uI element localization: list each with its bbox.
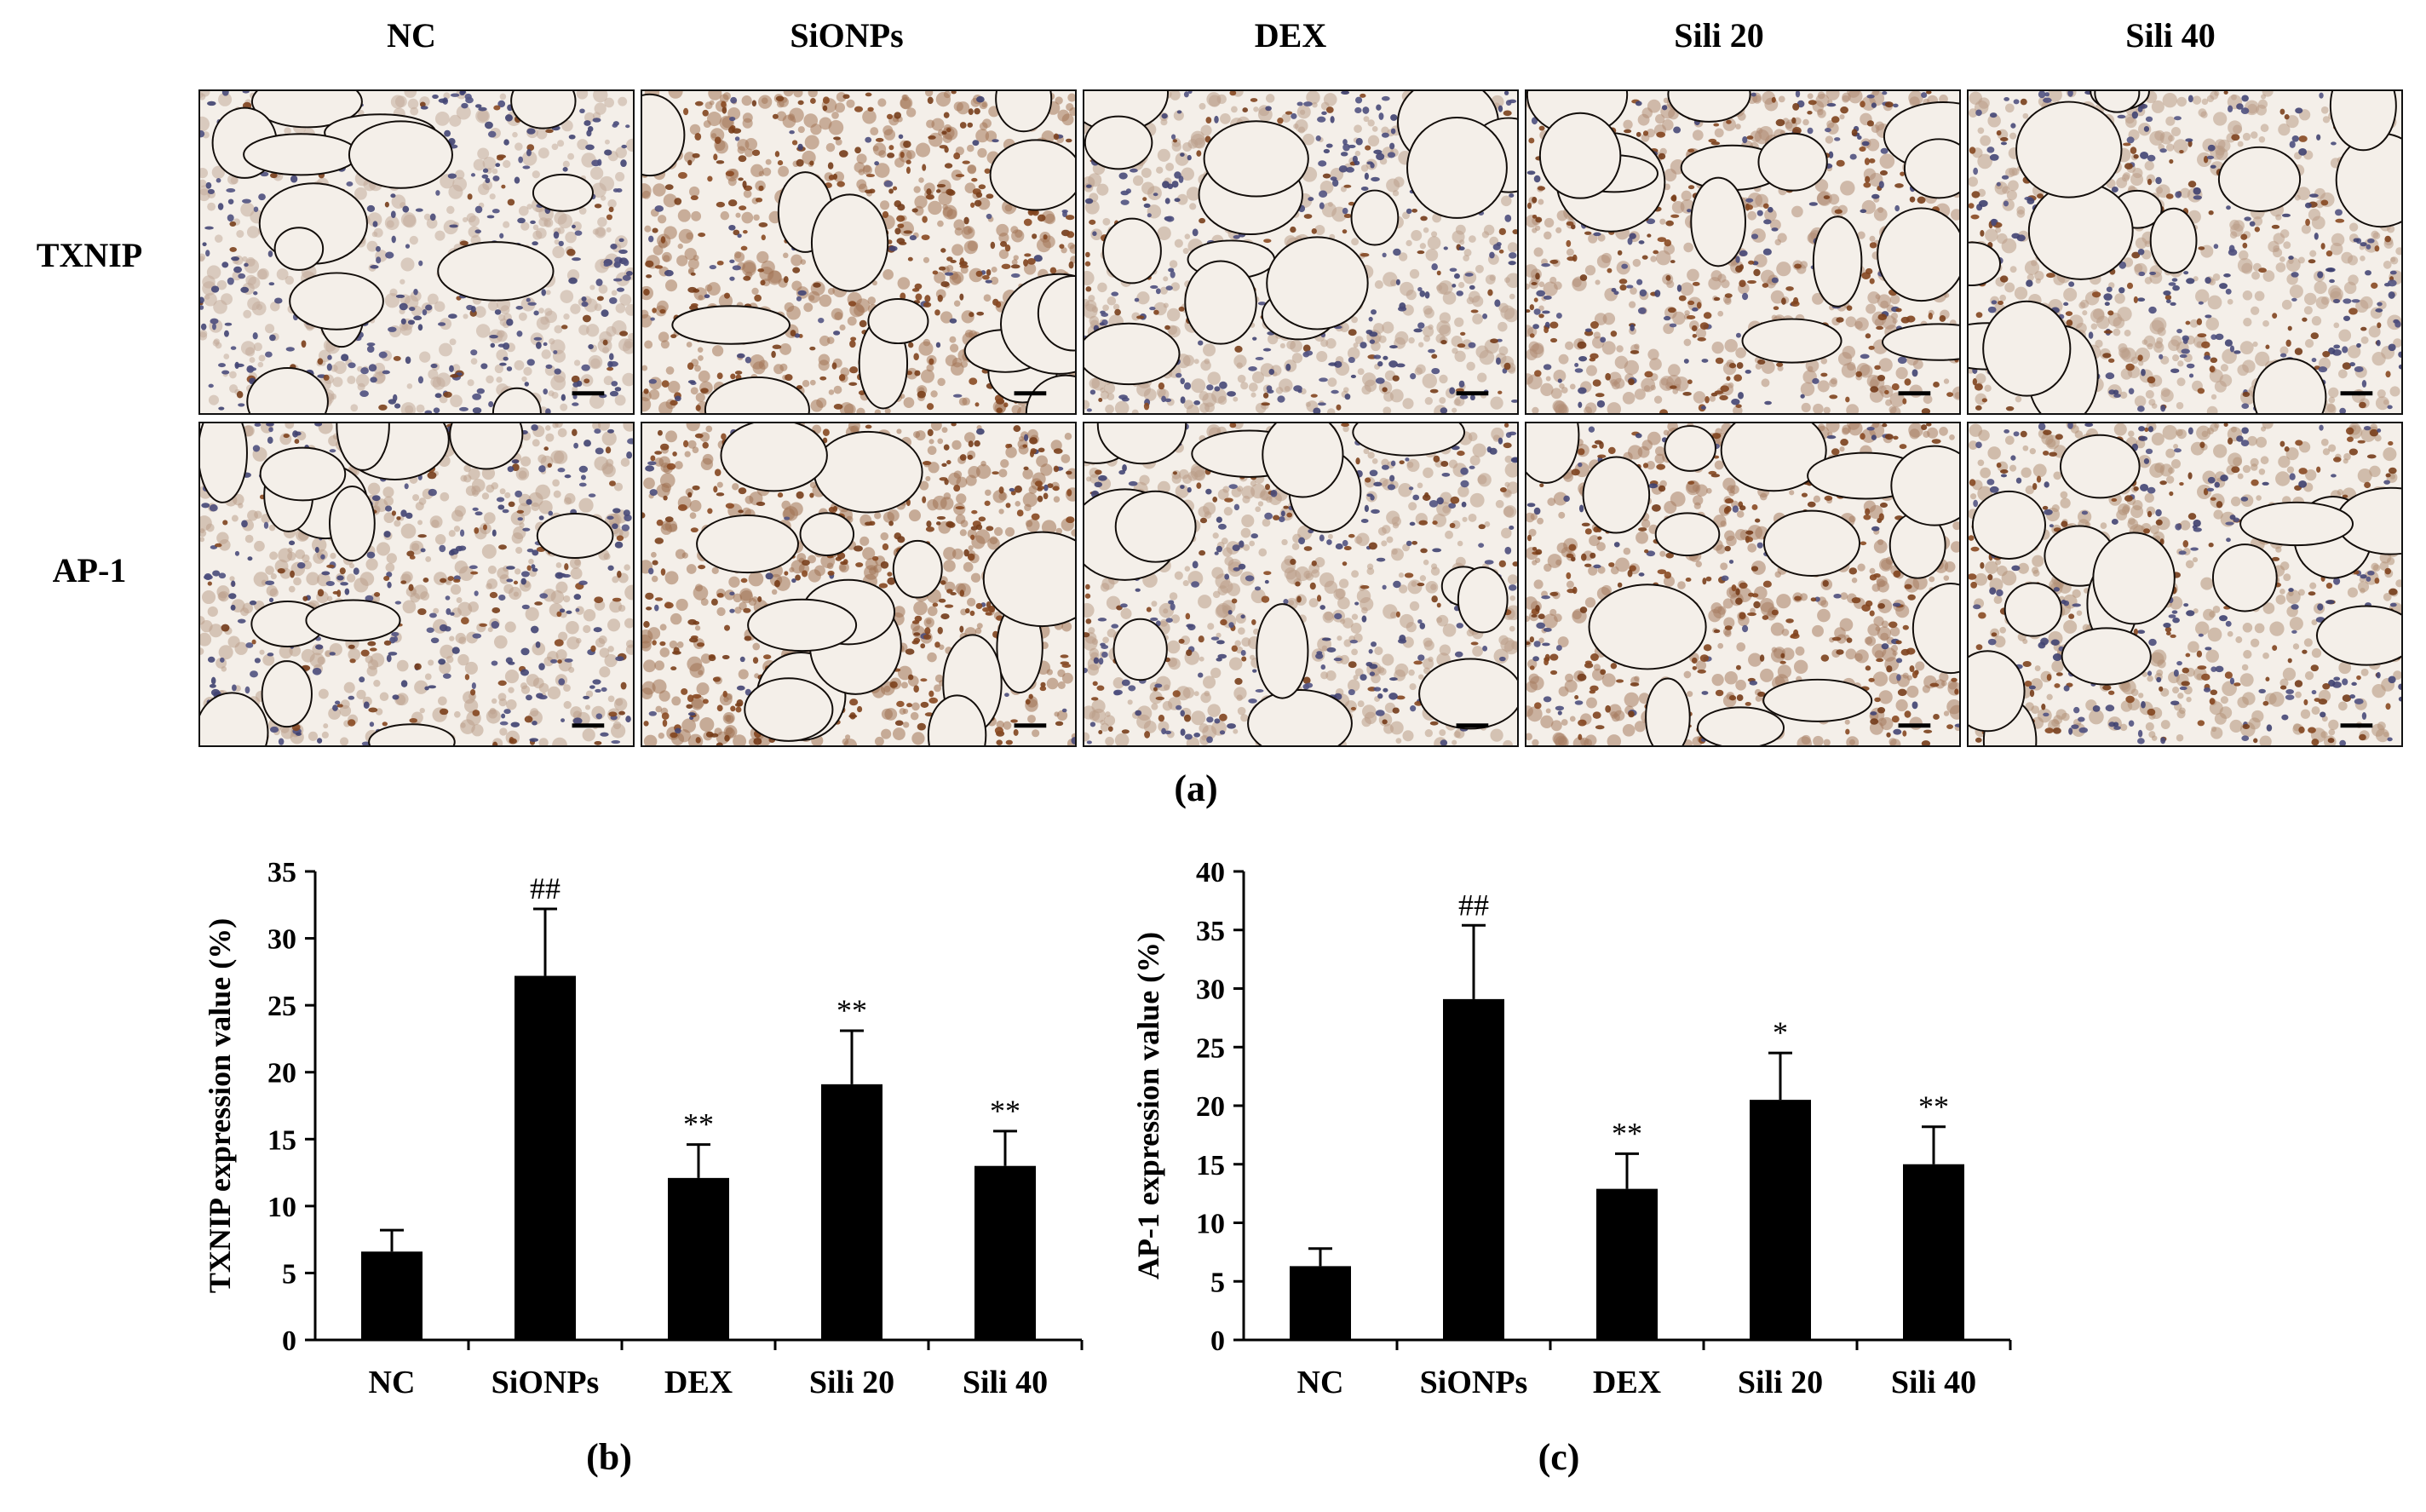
ap1-bar-chart: 0 5 10 15 20 25 30 35 40 NC ## SiONPs ** DEX * Sili 20 *… — [1131, 857, 2012, 1400]
significance-marker: ** — [836, 993, 867, 1027]
y-tick-label: 30 — [267, 924, 296, 956]
y-tick-label: 30 — [1196, 974, 1225, 1006]
micrograph-txnip-nc — [198, 89, 635, 415]
scale-bar — [572, 391, 605, 396]
row-header-ap1: AP-1 — [52, 551, 127, 589]
significance-marker: ## — [530, 871, 561, 905]
x-tick-label: DEX — [664, 1365, 733, 1400]
tissue-image — [642, 91, 1075, 413]
row-header-txnip: TXNIP — [36, 236, 143, 274]
tissue-image — [200, 423, 633, 745]
micrograph-txnip-sionps — [641, 89, 1077, 415]
x-tick-label: NC — [369, 1365, 416, 1400]
column-header-sili20: Sili 20 — [1674, 16, 1764, 55]
significance-marker: ** — [1612, 1116, 1642, 1150]
x-tick-label: Sili 40 — [1891, 1365, 1976, 1400]
micrograph-txnip-sili40 — [1967, 89, 2403, 415]
y-tick-label: 5 — [1210, 1267, 1225, 1298]
micrograph-txnip-dex — [1083, 89, 1519, 415]
x-tick-label: SiONPs — [492, 1365, 600, 1400]
scale-bar — [1014, 391, 1047, 396]
significance-marker: ** — [1918, 1089, 1949, 1124]
y-tick-label: 35 — [267, 857, 296, 888]
micrograph-ap1-nc — [198, 422, 635, 747]
micrograph-ap1-sili40 — [1967, 422, 2403, 747]
y-tick-label: 10 — [1196, 1209, 1225, 1240]
bar-dex — [1596, 1188, 1658, 1340]
bar-sionps — [515, 975, 576, 1340]
bar-dex — [668, 1177, 729, 1340]
micrograph-ap1-dex — [1083, 422, 1519, 747]
bar-sili20 — [1750, 1100, 1811, 1340]
column-header-nc: NC — [387, 16, 436, 55]
y-tick-label: 25 — [267, 991, 296, 1022]
scale-bar — [1898, 723, 1931, 728]
figure-label-a: (a) — [1174, 767, 1218, 809]
micrograph-txnip-sili20 — [1525, 89, 1961, 415]
bar-nc — [1290, 1266, 1351, 1340]
y-tick-label: 20 — [267, 1058, 296, 1089]
y-tick-label: 0 — [282, 1325, 296, 1357]
tissue-image — [642, 423, 1075, 745]
tissue-image — [1969, 423, 2401, 745]
tissue-image — [1084, 91, 1517, 413]
tissue-image — [1084, 423, 1517, 745]
y-tick-label: 5 — [282, 1258, 296, 1290]
column-header-sili40: Sili 40 — [2125, 16, 2216, 55]
y-tick-label: 40 — [1196, 857, 1225, 888]
significance-marker: ** — [990, 1094, 1020, 1128]
micrograph-ap1-sili20 — [1525, 422, 1961, 747]
y-tick-label: 0 — [1210, 1325, 1225, 1357]
x-tick-label: Sili 40 — [963, 1365, 1048, 1400]
bar-sionps — [1443, 998, 1504, 1340]
y-tick-label: 20 — [1196, 1091, 1225, 1123]
x-tick-label: SiONPs — [1420, 1365, 1528, 1400]
bar-sili40 — [1903, 1164, 1964, 1340]
significance-marker: ## — [1458, 888, 1489, 922]
micrograph-ap1-sionps — [641, 422, 1077, 747]
y-tick-label: 25 — [1196, 1032, 1225, 1064]
figure-label-b: (b) — [586, 1436, 632, 1478]
column-header-sionps: SiONPs — [790, 16, 904, 55]
scale-bar — [2340, 723, 2373, 728]
scale-bar — [1456, 723, 1489, 728]
x-tick-label: Sili 20 — [1738, 1365, 1823, 1400]
scale-bar — [572, 723, 605, 728]
y-tick-label: 15 — [267, 1124, 296, 1156]
x-tick-label: Sili 20 — [809, 1365, 894, 1400]
tissue-image — [200, 91, 633, 413]
tissue-image — [1969, 91, 2401, 413]
txnip-bar-chart: 0 5 10 15 20 25 30 35 NC ## SiONPs ** DEX ** Sili 20 **… — [203, 857, 1084, 1400]
significance-marker: * — [1773, 1015, 1788, 1049]
y-tick-label: 10 — [267, 1192, 296, 1223]
y-axis-label: TXNIP expression value (%) — [203, 918, 237, 1293]
bar-sili20 — [821, 1084, 882, 1340]
bar-sili40 — [974, 1165, 1036, 1340]
bar-nc — [361, 1251, 423, 1340]
x-tick-label: DEX — [1593, 1365, 1661, 1400]
y-tick-label: 15 — [1196, 1150, 1225, 1181]
significance-marker: ** — [683, 1107, 714, 1141]
tissue-image — [1526, 91, 1959, 413]
y-axis-label: AP-1 expression value (%) — [1131, 932, 1165, 1279]
scale-bar — [1898, 391, 1931, 396]
x-tick-label: NC — [1297, 1365, 1344, 1400]
column-header-dex: DEX — [1254, 16, 1327, 55]
scale-bar — [1456, 391, 1489, 396]
figure-label-c: (c) — [1538, 1436, 1580, 1478]
scale-bar — [1014, 723, 1047, 728]
y-tick-label: 35 — [1196, 916, 1225, 947]
tissue-image — [1526, 423, 1959, 745]
scale-bar — [2340, 391, 2373, 396]
